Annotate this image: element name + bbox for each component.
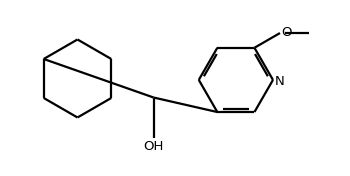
- Text: N: N: [275, 75, 285, 88]
- Text: O: O: [281, 26, 292, 39]
- Text: OH: OH: [144, 140, 164, 153]
